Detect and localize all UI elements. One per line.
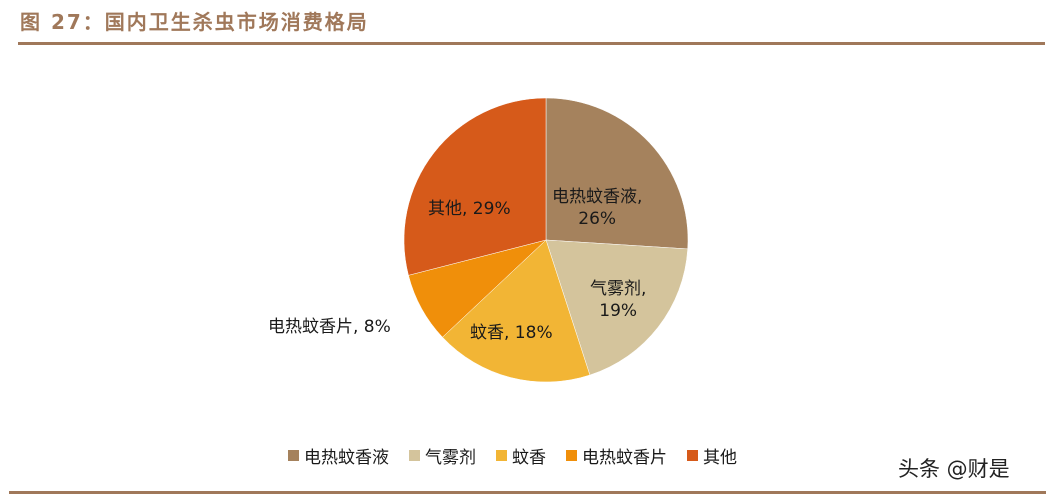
figure-title: 图 27：国内卫生杀虫市场消费格局 (20, 10, 369, 34)
swatch-icon (496, 450, 507, 461)
label-coil: 蚊香, 18% (470, 323, 553, 343)
legend-item-electric-liquid: 电热蚊香液 (288, 443, 389, 468)
label-value: 26% (578, 209, 617, 229)
pie-slice-4 (403, 97, 547, 276)
pie-slice-2 (442, 239, 591, 383)
swatch-icon (566, 450, 577, 461)
label-value: 19% (599, 301, 638, 321)
pie-slices (403, 97, 689, 383)
label-aerosol: 气雾剂, 19% (590, 278, 646, 322)
legend: 电热蚊香液 气雾剂 蚊香 电热蚊香片 其他 (288, 443, 757, 468)
pie-slice-1 (545, 239, 688, 376)
top-divider (18, 42, 1045, 45)
legend-label: 气雾剂 (425, 448, 476, 468)
label-other: 其他, 29% (428, 199, 511, 219)
legend-item-other: 其他 (687, 443, 737, 468)
legend-item-coil: 蚊香 (496, 443, 546, 468)
swatch-icon (288, 450, 299, 461)
bottom-divider (9, 491, 1046, 494)
label-line: 气雾剂, (590, 279, 647, 299)
pie-slice-0 (545, 97, 689, 250)
swatch-icon (409, 450, 420, 461)
legend-item-aerosol: 气雾剂 (409, 443, 476, 468)
label-electric-mat: 电热蚊香片, 8% (268, 317, 391, 337)
watermark: 头条 @财是 (898, 457, 1010, 481)
legend-label: 电热蚊香液 (304, 448, 389, 468)
label-line: 电热蚊香液, (552, 187, 643, 207)
legend-item-electric-mat: 电热蚊香片 (566, 443, 667, 468)
legend-label: 其他 (703, 448, 737, 468)
label-electric-liquid: 电热蚊香液, 26% (552, 186, 642, 230)
legend-label: 蚊香 (512, 448, 546, 468)
legend-label: 电热蚊香片 (582, 448, 667, 468)
swatch-icon (687, 450, 698, 461)
